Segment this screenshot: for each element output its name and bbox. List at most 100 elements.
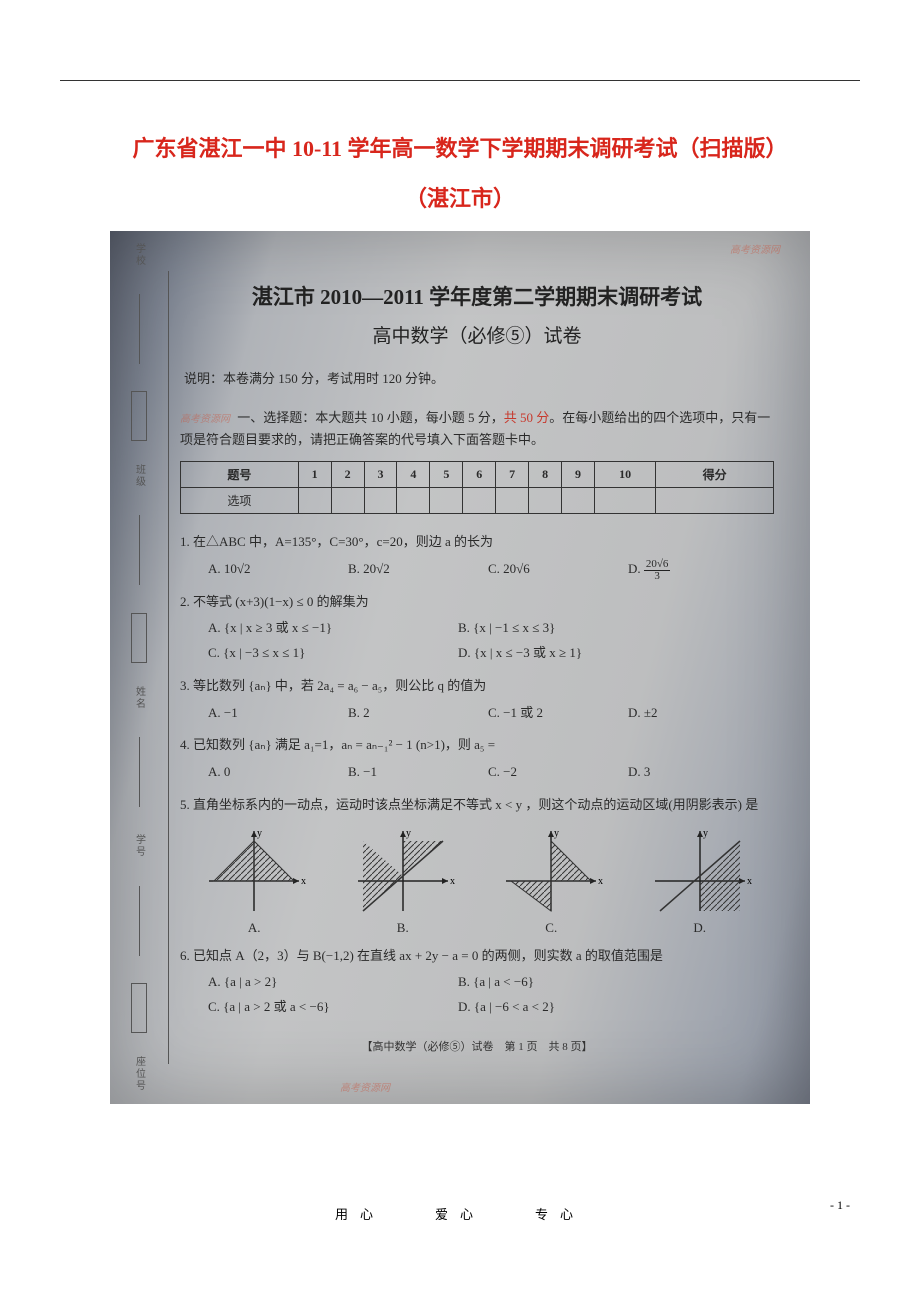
opt-c: C. 20√6 <box>488 557 598 582</box>
svg-text:y: y <box>406 828 411 839</box>
svg-text:y: y <box>554 828 559 839</box>
opt-a: A. 0 <box>208 760 318 785</box>
opt-a: A. {a | a > 2} <box>208 970 428 995</box>
scan-image: 学校 班级 姓名 学号 座位号 高考资源网 湛江市 2010—2011 学年度第… <box>110 231 810 1104</box>
graph-d-label: D. <box>640 920 760 936</box>
question-3-options: A. −1 B. 2 C. −1 或 2 D. ±2 <box>208 701 774 726</box>
opt-d: D. ±2 <box>628 701 738 726</box>
td-blank <box>397 488 430 514</box>
th-col: 得分 <box>656 462 774 488</box>
graph-a: xy A. <box>194 826 314 936</box>
page-footer: 用心 爱心 专心 <box>60 1204 860 1223</box>
th-label: 题号 <box>181 462 299 488</box>
svg-text:x: x <box>301 876 306 887</box>
graph-c: xy C. <box>491 826 611 936</box>
exam-note: 说明：本卷满分 150 分，考试用时 120 分钟。 <box>184 368 774 387</box>
table-row: 选项 <box>181 488 774 514</box>
question-5: 5. 直角坐标系内的一动点，运动时该点坐标满足不等式 x < y ，则这个动点的… <box>180 795 774 816</box>
opt-b: B. −1 <box>348 760 458 785</box>
opt-d: D. {x | x ≤ −3 或 x ≥ 1} <box>458 641 678 666</box>
th-col: 5 <box>430 462 463 488</box>
opt-a: A. −1 <box>208 701 318 726</box>
td-blank <box>430 488 463 514</box>
question-2: 2. 不等式 (x+3)(1−x) ≤ 0 的解集为 <box>180 592 774 613</box>
question-4-options: A. 0 B. −1 C. −2 D. 3 <box>208 760 774 785</box>
watermark: 高考资源网 <box>180 414 230 425</box>
watermark: 高考资源网 <box>730 241 780 256</box>
watermark: 高考资源网 <box>340 1079 390 1094</box>
graph-d-svg: xy <box>645 826 755 916</box>
opt-c: C. −2 <box>488 760 598 785</box>
td-blank <box>529 488 562 514</box>
answer-table: 题号 1 2 3 4 5 6 7 8 9 10 得分 选项 <box>180 461 774 514</box>
page: 广东省湛江一中 10-11 学年高一数学下学期期末调研考试（扫描版） （湛江市）… <box>0 40 920 1243</box>
scan-page-foot: 【高中数学（必修⑤）试卷 第 1 页 共 8 页】 <box>180 1038 774 1054</box>
section-1-head: 高考资源网 一、选择题：本大题共 10 小题，每小题 5 分，共 50 分。在每… <box>180 407 774 451</box>
opt-d: D. 3 <box>628 760 738 785</box>
opt-b: B. {a | a < −6} <box>458 970 678 995</box>
svg-text:y: y <box>257 828 262 839</box>
svg-text:y: y <box>703 828 708 839</box>
svg-text:x: x <box>598 876 603 887</box>
th-col: 7 <box>496 462 529 488</box>
th-col: 8 <box>529 462 562 488</box>
opt-b: B. 20√2 <box>348 557 458 582</box>
td-blank <box>656 488 774 514</box>
section-text-red: 共 50 分 <box>504 410 550 425</box>
question-1: 1. 在△ABC 中，A=135°，C=30°，c=20，则边 a 的长为 <box>180 532 774 553</box>
th-col: 6 <box>463 462 496 488</box>
scan-content: 高考资源网 湛江市 2010—2011 学年度第二学期期末调研考试 高中数学（必… <box>110 231 810 1104</box>
frac-den: 3 <box>644 571 671 582</box>
svg-text:x: x <box>747 876 752 887</box>
graph-a-svg: xy <box>199 826 309 916</box>
doc-title: 广东省湛江一中 10-11 学年高一数学下学期期末调研考试（扫描版） <box>60 131 860 163</box>
svg-text:x: x <box>450 876 455 887</box>
question-2-options: A. {x | x ≥ 3 或 x ≤ −1} B. {x | −1 ≤ x ≤… <box>208 616 774 665</box>
section-text-a: 一、选择题：本大题共 10 小题，每小题 5 分， <box>237 410 504 425</box>
th-col: 1 <box>298 462 331 488</box>
th-col: 3 <box>364 462 397 488</box>
exam-title: 湛江市 2010—2011 学年度第二学期期末调研考试 <box>180 281 774 311</box>
frac-num: 20√6 <box>644 559 671 571</box>
td-label: 选项 <box>181 488 299 514</box>
fraction: 20√6 3 <box>644 559 671 582</box>
td-blank <box>298 488 331 514</box>
td-blank <box>331 488 364 514</box>
table-row: 题号 1 2 3 4 5 6 7 8 9 10 得分 <box>181 462 774 488</box>
graph-b: xy B. <box>343 826 463 936</box>
opt-a: A. {x | x ≥ 3 或 x ≤ −1} <box>208 616 428 641</box>
graph-b-svg: xy <box>348 826 458 916</box>
rule-top <box>60 80 860 81</box>
opt-a: A. 10√2 <box>208 557 318 582</box>
doc-subtitle: （湛江市） <box>60 181 860 213</box>
graph-c-svg: xy <box>496 826 606 916</box>
opt-c: C. {x | −3 ≤ x ≤ 1} <box>208 641 428 666</box>
graph-c-label: C. <box>491 920 611 936</box>
opt-b: B. 2 <box>348 701 458 726</box>
question-4: 4. 已知数列 {aₙ} 满足 a₁=1，aₙ = aₙ₋₁² − 1 (n>1… <box>180 735 774 756</box>
question-3: 3. 等比数列 {aₙ} 中，若 2a₄ = a₆ − a₅，则公比 q 的值为 <box>180 676 774 697</box>
page-number: - 1 - <box>830 1198 850 1213</box>
question-5-graphs: xy A. xy <box>180 826 774 936</box>
opt-d: D. {a | −6 < a < 2} <box>458 995 678 1020</box>
graph-b-label: B. <box>343 920 463 936</box>
question-6-options: A. {a | a > 2} B. {a | a < −6} C. {a | a… <box>208 970 774 1019</box>
td-blank <box>594 488 655 514</box>
opt-c: C. {a | a > 2 或 a < −6} <box>208 995 428 1020</box>
td-blank <box>463 488 496 514</box>
th-col: 4 <box>397 462 430 488</box>
question-1-options: A. 10√2 B. 20√2 C. 20√6 D. 20√6 3 <box>208 557 774 582</box>
exam-subtitle: 高中数学（必修⑤）试卷 <box>180 321 774 348</box>
th-col: 9 <box>562 462 595 488</box>
td-blank <box>496 488 529 514</box>
th-col: 10 <box>594 462 655 488</box>
opt-c: C. −1 或 2 <box>488 701 598 726</box>
graph-d: xy D. <box>640 826 760 936</box>
opt-d: D. 20√6 3 <box>628 557 738 582</box>
td-blank <box>364 488 397 514</box>
opt-d-prefix: D. <box>628 561 644 576</box>
graph-a-label: A. <box>194 920 314 936</box>
th-col: 2 <box>331 462 364 488</box>
question-6: 6. 已知点 A（2，3）与 B(−1,2) 在直线 ax + 2y − a =… <box>180 946 774 967</box>
opt-b: B. {x | −1 ≤ x ≤ 3} <box>458 616 678 641</box>
